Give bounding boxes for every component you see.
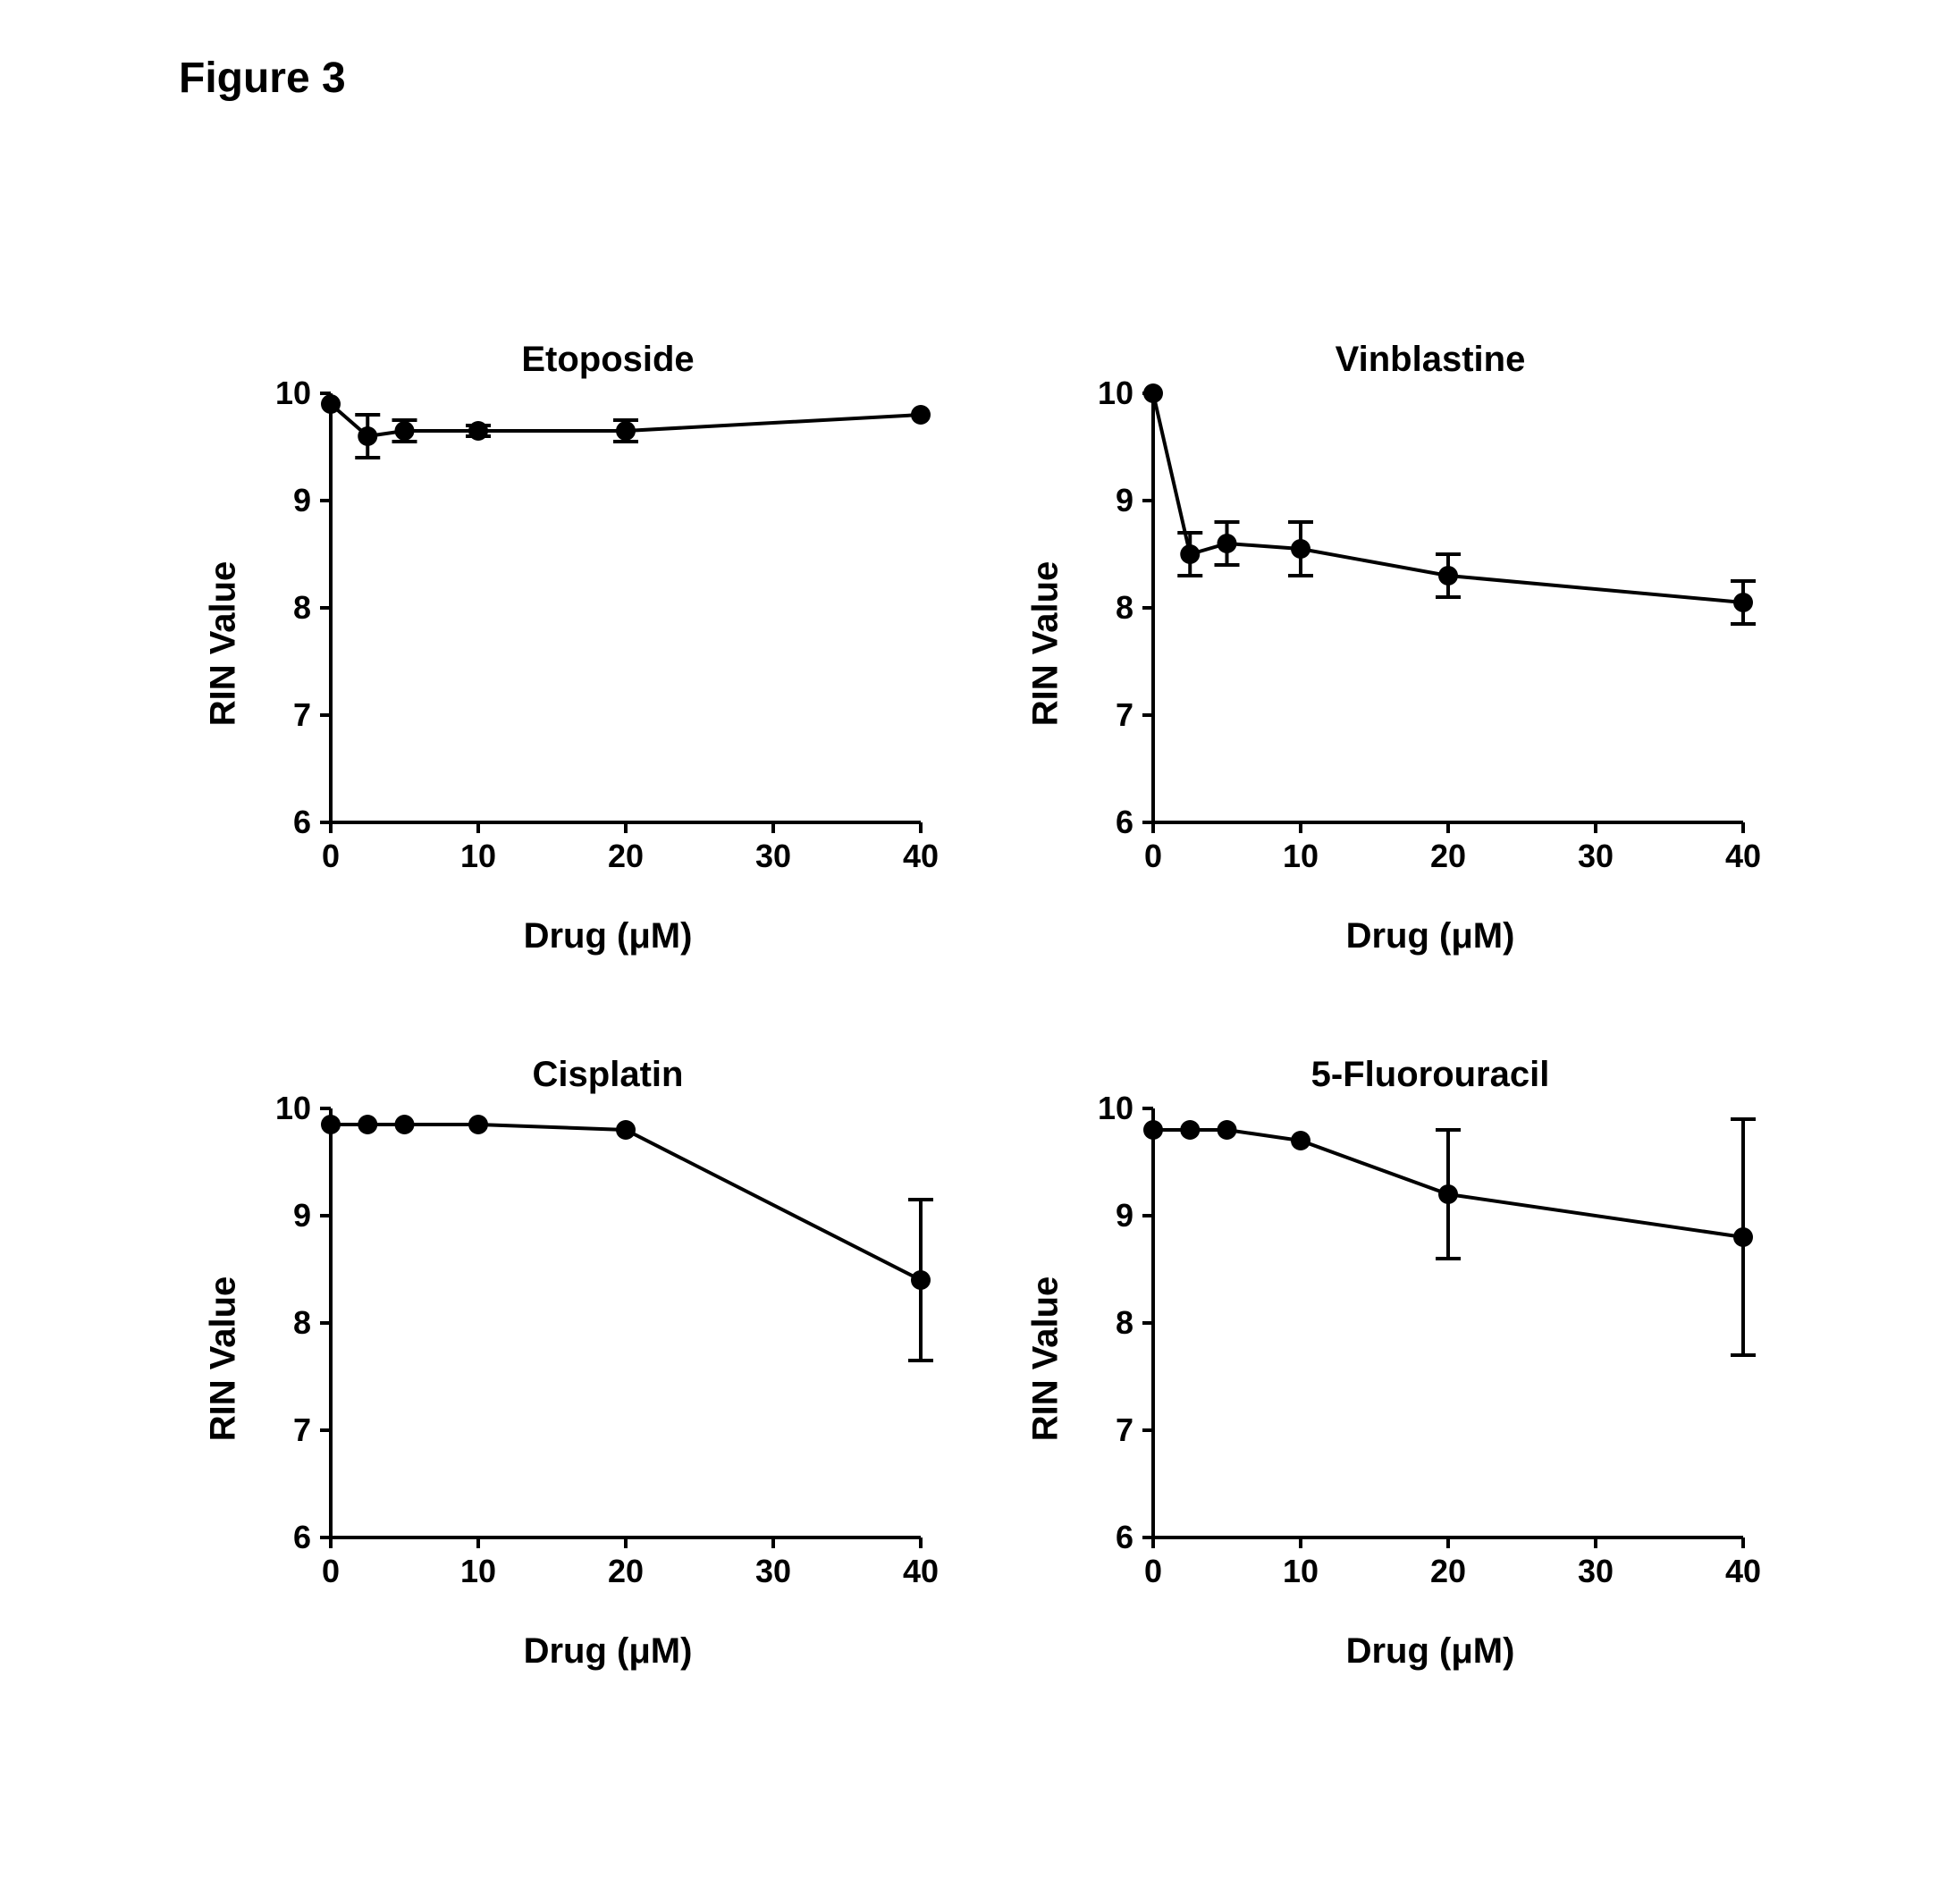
data-point	[1218, 534, 1237, 553]
x-tick-label: 10	[1283, 838, 1319, 874]
y-tick-label: 10	[1098, 375, 1133, 411]
chart-title: Cisplatin	[232, 1055, 983, 1095]
x-tick-label: 10	[460, 1553, 496, 1589]
plot-area: 678910010203040	[1153, 1108, 1743, 1538]
data-point	[321, 1115, 341, 1134]
data-point	[1733, 1227, 1753, 1247]
y-tick-label: 9	[293, 482, 311, 518]
x-tick-label: 0	[1144, 1553, 1162, 1589]
x-tick-label: 40	[1725, 838, 1761, 874]
data-point	[468, 421, 488, 441]
x-tick-label: 40	[1725, 1553, 1761, 1589]
data-point	[1438, 1184, 1458, 1204]
series-line	[331, 1125, 921, 1280]
y-tick-label: 9	[293, 1197, 311, 1234]
page: Figure 3 EtoposideRIN ValueDrug (μM)6789…	[0, 0, 1955, 1904]
y-axis-label: RIN Value	[204, 1276, 244, 1442]
data-point	[395, 1115, 415, 1134]
y-tick-label: 7	[293, 1411, 311, 1448]
y-tick-label: 10	[275, 1090, 311, 1126]
y-axis-label: RIN Value	[1026, 561, 1066, 727]
data-point	[1291, 1131, 1310, 1150]
data-point	[911, 405, 931, 425]
y-tick-label: 10	[1098, 1090, 1133, 1126]
y-tick-label: 7	[1116, 696, 1133, 733]
axes	[331, 1108, 921, 1538]
x-tick-label: 20	[1430, 838, 1466, 874]
data-point	[1143, 1120, 1163, 1140]
figure-label: Figure 3	[179, 54, 346, 103]
y-tick-label: 7	[1116, 1411, 1133, 1448]
chart-title: Vinblastine	[1055, 340, 1806, 380]
y-tick-label: 6	[293, 804, 311, 840]
data-point	[911, 1270, 931, 1290]
y-tick-label: 8	[1116, 589, 1133, 626]
x-tick-label: 30	[1578, 838, 1614, 874]
data-point	[468, 1115, 488, 1134]
data-point	[1180, 544, 1200, 564]
y-tick-label: 6	[1116, 1519, 1133, 1555]
x-tick-label: 10	[1283, 1553, 1319, 1589]
y-tick-label: 7	[293, 696, 311, 733]
data-point	[1218, 1120, 1237, 1140]
data-point	[1180, 1120, 1200, 1140]
x-axis-label: Drug (μM)	[1346, 916, 1515, 956]
x-tick-label: 0	[322, 838, 340, 874]
plot-area: 678910010203040	[331, 393, 921, 822]
x-axis-label: Drug (μM)	[524, 1631, 693, 1672]
y-tick-label: 8	[1116, 1304, 1133, 1341]
x-axis-label: Drug (μM)	[1346, 1631, 1515, 1672]
chart-panel: CisplatinRIN ValueDrug (μM)6789100102030…	[232, 1055, 983, 1663]
x-tick-label: 20	[1430, 1553, 1466, 1589]
chart-panel: 5-FluorouracilRIN ValueDrug (μM)67891001…	[1055, 1055, 1806, 1663]
chart-title: 5-Fluorouracil	[1055, 1055, 1806, 1095]
y-tick-label: 10	[275, 375, 311, 411]
y-tick-label: 9	[1116, 482, 1133, 518]
y-tick-label: 9	[1116, 1197, 1133, 1234]
x-tick-label: 20	[608, 838, 644, 874]
data-point	[1438, 566, 1458, 586]
x-tick-label: 0	[322, 1553, 340, 1589]
data-point	[358, 426, 377, 446]
y-axis-label: RIN Value	[1026, 1276, 1066, 1442]
y-axis-label: RIN Value	[204, 561, 244, 727]
chart-panel: VinblastineRIN ValueDrug (μM)67891001020…	[1055, 340, 1806, 948]
y-tick-label: 6	[1116, 804, 1133, 840]
x-tick-label: 10	[460, 838, 496, 874]
x-tick-label: 20	[608, 1553, 644, 1589]
plot-area: 678910010203040	[1153, 393, 1743, 822]
data-point	[616, 421, 636, 441]
data-point	[321, 394, 341, 414]
x-tick-label: 30	[1578, 1553, 1614, 1589]
chart-grid: EtoposideRIN ValueDrug (μM)6789100102030…	[232, 340, 1806, 1663]
data-point	[1291, 539, 1310, 559]
x-tick-label: 0	[1144, 838, 1162, 874]
y-tick-label: 6	[293, 1519, 311, 1555]
data-point	[1733, 593, 1753, 612]
axes	[331, 393, 921, 822]
data-point	[358, 1115, 377, 1134]
chart-panel: EtoposideRIN ValueDrug (μM)6789100102030…	[232, 340, 983, 948]
x-axis-label: Drug (μM)	[524, 916, 693, 956]
data-point	[395, 421, 415, 441]
y-tick-label: 8	[293, 1304, 311, 1341]
data-point	[616, 1120, 636, 1140]
x-tick-label: 40	[903, 838, 939, 874]
chart-title: Etoposide	[232, 340, 983, 380]
x-tick-label: 30	[755, 838, 791, 874]
axes	[1153, 393, 1743, 822]
x-tick-label: 40	[903, 1553, 939, 1589]
plot-area: 678910010203040	[331, 1108, 921, 1538]
data-point	[1143, 383, 1163, 403]
x-tick-label: 30	[755, 1553, 791, 1589]
y-tick-label: 8	[293, 589, 311, 626]
